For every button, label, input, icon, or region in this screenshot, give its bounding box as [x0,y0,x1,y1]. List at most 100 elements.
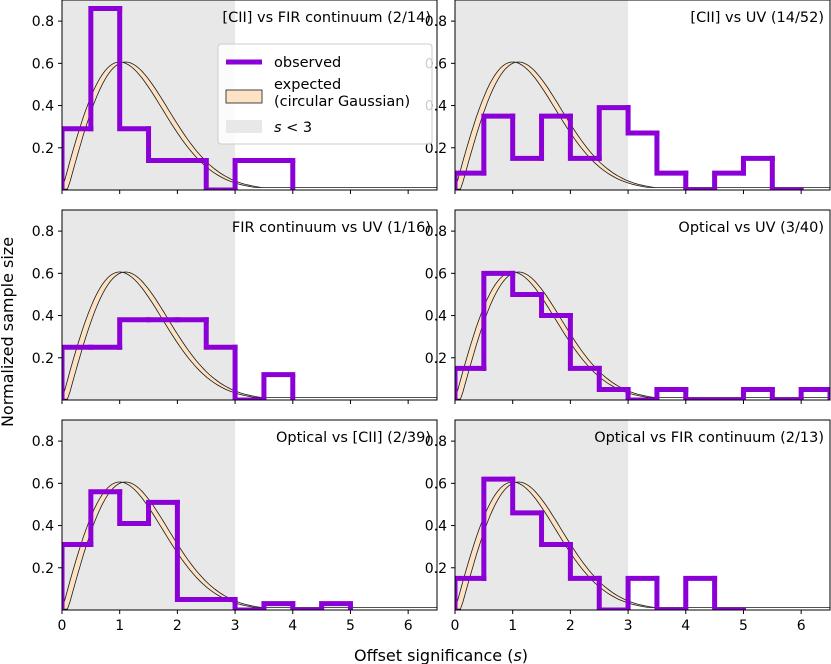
y-tick-label: 0.2 [32,141,54,157]
x-tick-label: 1 [508,618,517,634]
histogram-bar [712,170,746,190]
histogram-bar [232,344,267,400]
histogram-bar [117,489,152,526]
panel-title: Optical vs UV (3/40) [678,220,824,236]
panel-2: 0.20.40.60.8 [CII] vs UV (14/52) [425,0,831,194]
histogram-bar [654,386,689,400]
histogram-bar [174,499,209,602]
histogram-bar [455,365,487,400]
x-tick-label: 0 [451,618,460,634]
panel-frame [61,209,438,401]
panel-title: [CII] vs FIR continuum (2/14) [222,10,431,26]
x-axis-label-main: Offset significance ( [354,646,513,664]
panel-title: FIR continuum vs UV (1/16) [232,220,431,236]
histogram-bar [596,105,631,161]
panel-4: 0.2 0.4 0.6 0.8 Optical vs UV (3/40) [425,209,831,404]
histogram-bar [88,489,123,548]
y-tick-label: 0.4 [425,309,447,325]
x-tick-label: 2 [566,618,575,634]
histogram-bar [740,386,775,400]
shaded-region [455,0,629,190]
histogram-bar [798,386,830,400]
histogram-bar [62,344,94,400]
x-tick-label: 4 [288,618,297,634]
y-tick-label: 0.8 [425,434,447,450]
y-tick-label: 0.8 [425,14,447,30]
y-tick-label: 0.8 [425,224,447,240]
histogram-bar [539,291,573,319]
histogram-bar [261,601,296,610]
y-tick-label: 0.8 [32,434,54,450]
histogram-bar [567,542,602,581]
histogram-bar [232,596,267,610]
y-tick-label: 0.6 [32,56,54,72]
histogram-bar [455,170,487,190]
panel-frame [61,0,438,191]
legend-shade-rest: < 3 [282,120,313,136]
legend-shade-swatch [226,120,262,133]
histogram-bar [319,601,353,610]
panel-title: Optical vs FIR continuum (2/13) [594,430,824,446]
expected-band [62,481,437,610]
histogram-bar [596,575,631,610]
y-tick-label: 0.6 [32,476,54,492]
expected-band [62,61,437,190]
histogram-bar [261,372,296,400]
y-tick-label: 0.2 [425,141,447,157]
histogram-bar [567,313,602,371]
y-tick-label: 0.8 [32,224,54,240]
legend-shade-var: s [274,120,282,136]
histogram-bar [625,575,660,610]
shaded-region [62,210,236,400]
panel-5: 0.2 0.4 0.6 0.8 0 1 2 3 4 5 6 Optical vs [CII] (2/3… [32,419,438,634]
histogram-bar [625,105,660,136]
y-tick-label: 0.2 [32,351,54,367]
panel-1: 0.2 0.4 0.6 0.8 [CII] vs FIR continuum (2/14… [32,0,438,194]
legend-frame [217,43,433,145]
expected-band [62,271,437,400]
y-tick-label: 0.6 [425,476,447,492]
legend-observed-label: observed [274,55,341,71]
panel-frame [61,419,438,611]
y-tick-label: 0.2 [425,561,447,577]
histogram-bar [203,157,238,190]
expected-band [455,61,830,190]
x-tick-label: 5 [739,618,748,634]
histogram-bar [712,575,746,610]
legend: observed expected (circular Gaussian) s … [217,43,433,145]
legend-expected-label: expected [274,77,341,93]
histogram-bar [654,575,689,610]
x-axis-label-end: ) [522,646,528,664]
histogram-bar [146,499,180,526]
histogram-bar [510,270,545,297]
legend-expected-swatch [225,89,263,104]
x-tick-label: 6 [797,618,806,634]
panel-6: 0.2 0.4 0.6 0.8 0 1 2 3 4 5 6 Optical vs FIR contin… [425,419,831,634]
panel-frame [454,419,831,611]
histogram-bar [654,130,689,176]
expected-band [455,481,830,610]
histogram-bar [117,5,152,132]
panel-frame [454,0,831,191]
histogram-bar [481,113,516,176]
histogram-bar [769,155,804,190]
histogram-bar [62,542,94,610]
histogram-bar [62,126,94,190]
y-tick-label: 0.2 [32,561,54,577]
x-tick-label: 2 [173,618,182,634]
x-axis-label-var: s [513,646,521,664]
histogram-bar [539,113,573,161]
histogram-bar [769,386,804,400]
histogram-bar [203,317,238,350]
x-tick-label: 5 [346,618,355,634]
histogram-bar [146,126,180,163]
y-tick-label: 0.2 [425,351,447,367]
histogram-bar [625,386,660,400]
histogram-bar [567,113,602,161]
panels-group: 0.20.40.60.8 [CII] vs FIR continuum (2/14… [32,0,831,634]
x-tick-label: 3 [231,618,240,634]
histogram-bar [117,317,152,350]
histogram-bar [232,157,267,190]
legend-expected-sublabel: (circular Gaussian) [274,94,410,110]
histogram-bar [596,365,631,392]
